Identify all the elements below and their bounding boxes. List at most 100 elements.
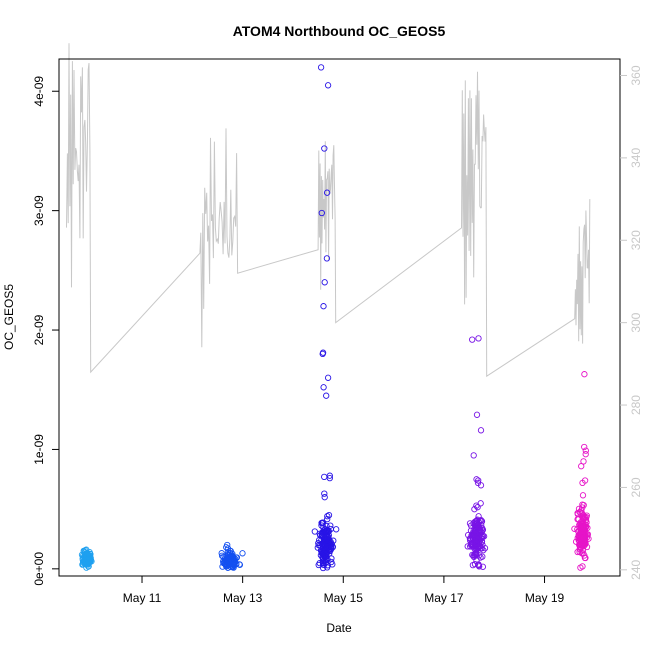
scatter-point xyxy=(579,531,586,539)
scatter-point xyxy=(582,447,589,454)
y2-tick-label: 240 xyxy=(629,559,643,579)
scatter-point xyxy=(473,535,481,543)
point-cluster xyxy=(464,335,489,570)
y2-tick-label: 340 xyxy=(629,148,643,168)
scatter-point xyxy=(326,474,333,482)
y2-tick-label: 260 xyxy=(629,477,643,497)
scatter-point xyxy=(318,209,325,217)
scatter-point xyxy=(472,539,480,546)
scatter-point xyxy=(583,530,591,538)
plot-frame xyxy=(58,58,621,577)
scatter-point xyxy=(470,532,478,539)
scatter-point xyxy=(471,506,478,513)
scatter-point xyxy=(333,526,340,533)
x-tick-label: May 19 xyxy=(525,591,565,605)
scatter-point xyxy=(578,520,586,528)
x-tick-label: May 13 xyxy=(223,591,263,605)
scatter-point xyxy=(81,557,89,564)
scatter-point xyxy=(230,564,237,571)
point-cluster xyxy=(218,541,246,571)
scatter-point xyxy=(571,525,578,532)
scatter-point xyxy=(319,350,326,358)
scatter-point xyxy=(323,392,330,399)
point-cluster xyxy=(571,371,592,571)
scatter-point xyxy=(579,540,587,548)
chart-title: ATOM4 Northbound OC_GEOS5 xyxy=(233,23,446,39)
y2-tick-label: 320 xyxy=(629,230,643,250)
scatter-point xyxy=(581,371,588,378)
y-tick-label: 1e-09 xyxy=(32,434,46,465)
scatter-point xyxy=(477,482,485,489)
x-tick-label: May 17 xyxy=(424,591,464,605)
scatter-point xyxy=(321,542,328,550)
scatter-point xyxy=(479,541,486,549)
scatter-point xyxy=(475,513,482,520)
scatter-point xyxy=(475,335,482,342)
scatter-point xyxy=(228,556,235,564)
scatter-point xyxy=(475,477,482,484)
scatter-point xyxy=(582,516,590,524)
scatter-point xyxy=(320,384,327,391)
x-tick-label: May 11 xyxy=(123,591,162,605)
scatter-point xyxy=(579,527,586,534)
y-tick-label: 2e-09 xyxy=(32,314,46,345)
scatter-point xyxy=(474,504,481,511)
scatter-point xyxy=(323,189,331,196)
scatter-point xyxy=(579,479,586,487)
scatter-point xyxy=(323,255,331,262)
scatter-point xyxy=(473,532,480,539)
scatter-point xyxy=(580,514,588,522)
scatter-point xyxy=(469,336,476,343)
scatter-point xyxy=(476,563,483,570)
scatter-point xyxy=(321,279,328,286)
y-axis-left: 0e+00 1e-09 2e-09 3e-09 4e-09 xyxy=(32,76,59,586)
scatter-point xyxy=(578,544,585,551)
scatter-point xyxy=(319,519,326,526)
scatter-point xyxy=(582,451,589,458)
scatter-point xyxy=(321,540,328,547)
scatter-point xyxy=(321,490,328,497)
scatter-point xyxy=(473,476,480,483)
scatter-point xyxy=(324,82,332,89)
scatter-point xyxy=(83,564,90,571)
scatter-point xyxy=(473,542,480,549)
scatter-point xyxy=(575,531,582,539)
scatter-point xyxy=(321,494,328,501)
y2-tick-label: 300 xyxy=(629,312,643,332)
scatter-point xyxy=(229,560,236,567)
scatter-point xyxy=(477,427,485,434)
scatter-point xyxy=(320,303,327,310)
scatter-point xyxy=(311,528,318,535)
scatter-point xyxy=(218,550,225,557)
scatter-point xyxy=(223,544,230,551)
y-tick-label: 3e-09 xyxy=(32,195,46,226)
scatter-point xyxy=(470,452,477,459)
x-axis-label: Date xyxy=(326,621,352,635)
scatter-point xyxy=(479,526,487,533)
scatter-point xyxy=(473,551,480,559)
scatter-point xyxy=(479,553,486,560)
y-axis-right: 240 260 280 300 320 340 360 xyxy=(620,65,643,580)
scatter-point xyxy=(473,411,481,418)
scatter-point xyxy=(223,563,230,570)
y2-tick-label: 280 xyxy=(629,395,643,415)
scatter-point xyxy=(317,64,325,71)
scatter-point xyxy=(578,463,585,470)
scatter-point xyxy=(327,522,334,529)
scatter-point xyxy=(326,545,333,553)
y-tick-label: 0e+00 xyxy=(32,552,46,586)
scatter-point xyxy=(321,473,328,481)
y-tick-label: 4e-09 xyxy=(32,76,46,107)
scatter-point xyxy=(320,534,327,541)
scatter-point xyxy=(319,554,326,561)
scatter-point xyxy=(467,537,474,544)
scatter-point xyxy=(473,521,481,529)
scatter-point xyxy=(327,547,334,554)
scatter-point xyxy=(321,145,328,152)
scatter-point xyxy=(233,554,241,561)
scatter-point xyxy=(79,561,87,568)
point-cluster xyxy=(311,64,340,572)
scatter-point xyxy=(319,558,326,565)
scatter-point xyxy=(239,550,246,557)
